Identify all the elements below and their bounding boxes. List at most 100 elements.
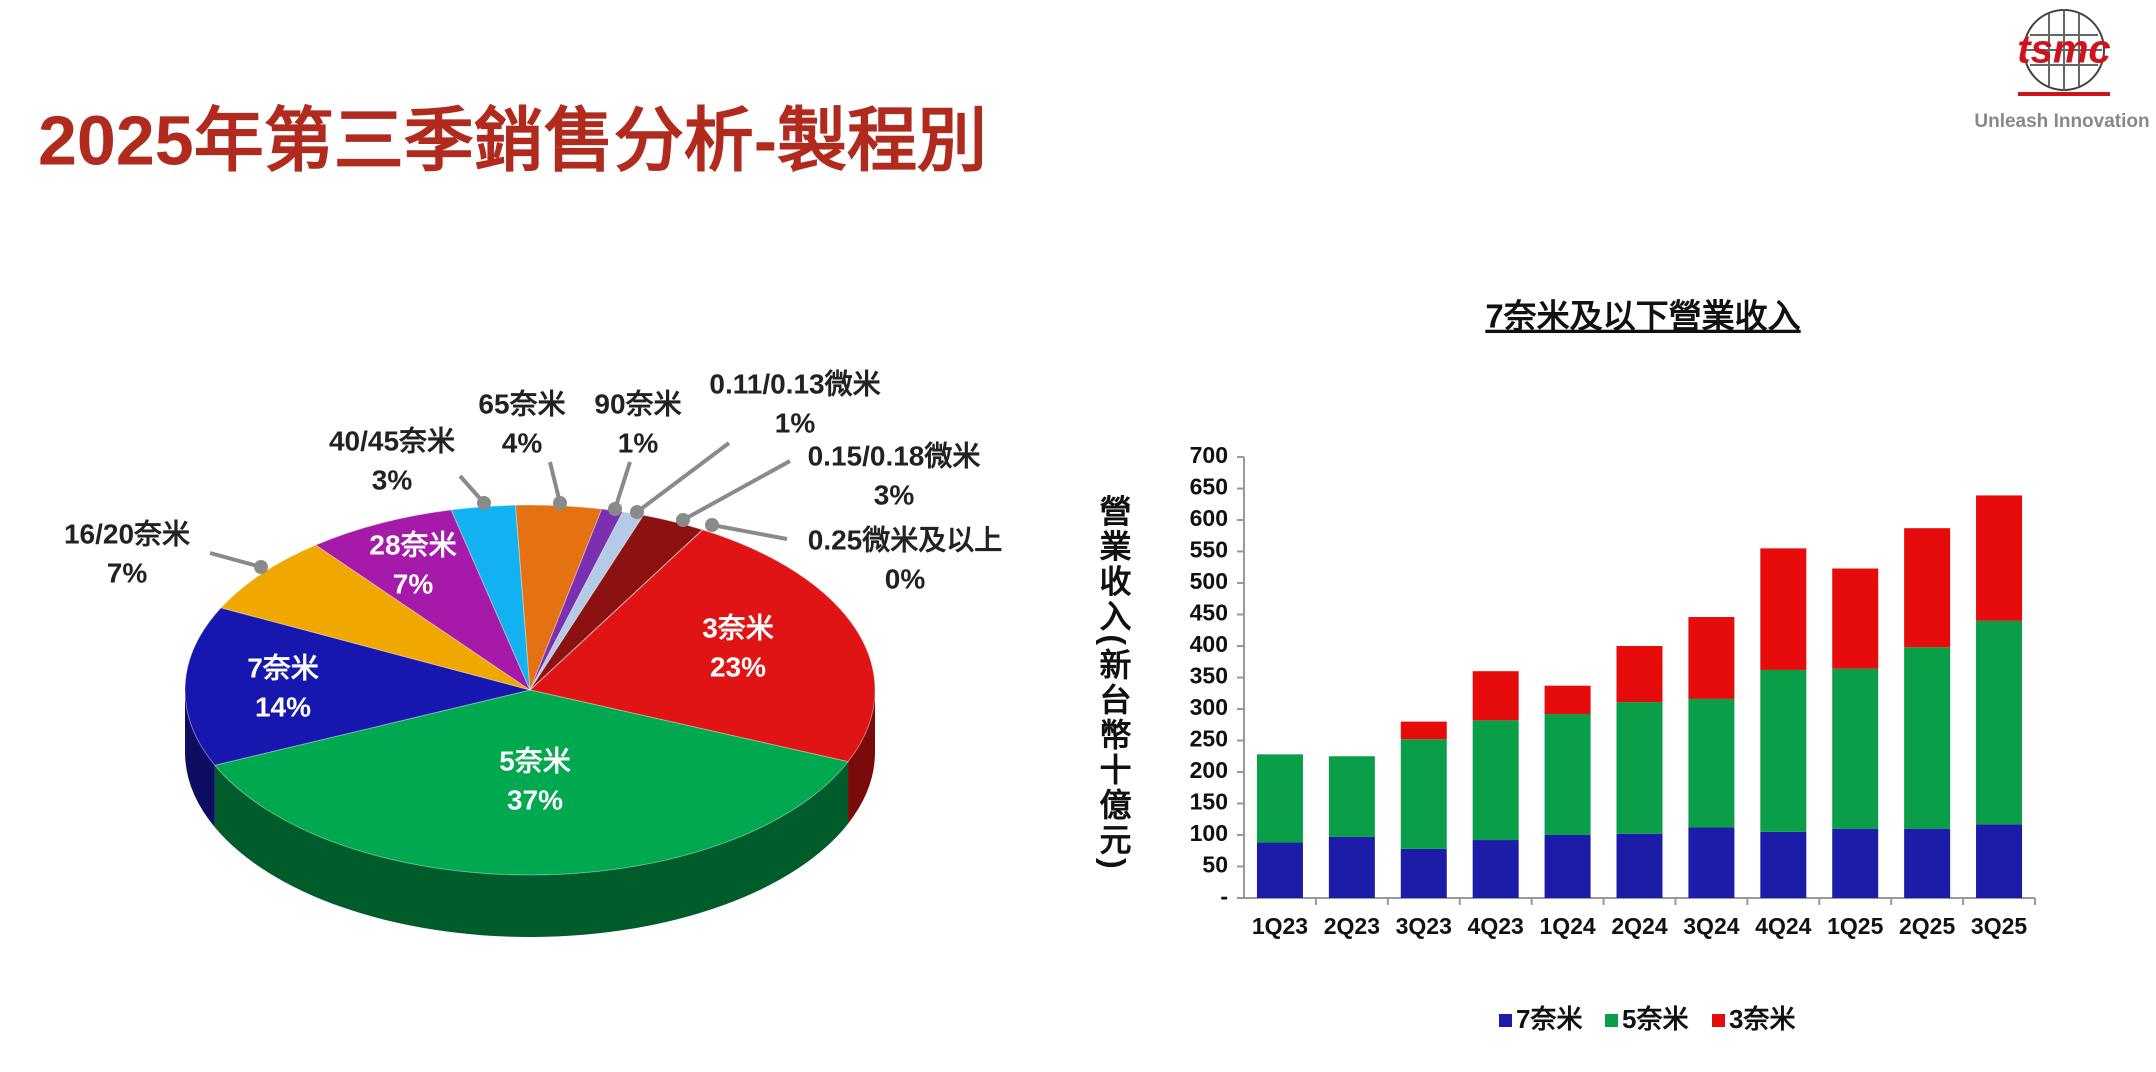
slice-label: 0.11/0.13微米	[709, 368, 880, 399]
slice-label: 7奈米	[247, 652, 319, 683]
slice-label: 16/20奈米	[64, 518, 190, 549]
logo-tagline: Unleash Innovation	[1974, 111, 2149, 132]
y-tick-label: 50	[1202, 852, 1228, 878]
slice-value-label: 37%	[507, 784, 563, 815]
bar-segment	[1472, 671, 1519, 721]
logo-grid	[2026, 10, 2102, 90]
x-tick-label: 4Q23	[1468, 913, 1524, 939]
x-tick-label: 3Q23	[1396, 913, 1452, 939]
legend-swatch	[1712, 1014, 1725, 1027]
bar-segment	[1832, 568, 1879, 669]
y-tick-label: 350	[1190, 663, 1228, 689]
bar-segment	[1976, 620, 2023, 825]
pie-chart: 3奈米 23% 5奈米 37% 7奈米 14% 16/20奈米 7% 28奈米 7% 40/45奈米…	[64, 368, 1003, 938]
bar-segment	[1832, 668, 1879, 829]
x-tick-label: 3Q25	[1971, 913, 2027, 939]
bar-segment	[1472, 720, 1519, 841]
y-axis-label: 營業收入(新台幣十億元)	[1096, 494, 1132, 871]
legend-label: 5奈米	[1622, 1004, 1688, 1034]
leader-line	[548, 461, 562, 504]
leader-dot	[630, 505, 644, 519]
bar-segment	[1616, 646, 1663, 703]
pie-side	[185, 690, 215, 828]
y-tick-label: 600	[1190, 505, 1228, 531]
bar-segment	[1832, 828, 1879, 898]
leader-line	[613, 461, 632, 510]
bar-segment	[1688, 698, 1735, 828]
bar-segment	[1976, 495, 2023, 621]
bar-segment	[1400, 739, 1447, 849]
x-tick-label: 1Q23	[1252, 913, 1308, 939]
x-tick-label: 2Q25	[1899, 913, 1955, 939]
x-tick-label: 4Q24	[1755, 913, 1811, 939]
y-tick-label: -	[1220, 883, 1228, 909]
bar-segment	[1760, 669, 1807, 832]
logo-text: tsmc	[2017, 28, 2110, 72]
legend-swatch	[1499, 1014, 1512, 1027]
bar-segment	[1256, 842, 1303, 898]
bar-segment	[1328, 836, 1375, 898]
slice-value-label: 3%	[372, 464, 413, 495]
slide-title: 2025年第三季銷售分析-製程別	[38, 101, 987, 179]
bar-segment	[1616, 833, 1663, 898]
bar-segment	[1688, 617, 1735, 699]
pie-slice	[184, 607, 531, 766]
legend-swatch	[1605, 1014, 1618, 1027]
slice-value-label: 7%	[107, 557, 148, 588]
x-tick-label: 1Q25	[1827, 913, 1883, 939]
leader-line	[682, 459, 791, 522]
y-tick-label: 550	[1190, 537, 1228, 563]
bar-segment	[1688, 827, 1735, 898]
x-tick-label: 2Q24	[1611, 913, 1667, 939]
bar-segment	[1760, 831, 1807, 898]
x-tick-label: 3Q24	[1683, 913, 1739, 939]
y-tick-label: 400	[1190, 631, 1228, 657]
y-tick-label: 650	[1190, 474, 1228, 500]
pie-side	[848, 690, 875, 824]
slice-value-label: 7%	[393, 568, 434, 599]
y-tick-label: 500	[1190, 568, 1228, 594]
bar-segment	[1616, 702, 1663, 834]
slice-value-label: 23%	[710, 651, 766, 682]
slice-value-label: 14%	[255, 691, 311, 722]
y-tick-label: 200	[1190, 757, 1228, 783]
bar-segment	[1400, 848, 1447, 898]
slice-value-label: 1%	[618, 427, 659, 458]
slice-value-label: 0%	[885, 563, 926, 594]
leader-dot	[705, 518, 719, 532]
bar-segment	[1328, 756, 1375, 837]
bar-segment	[1904, 528, 1951, 648]
slice-label: 0.25微米及以上	[808, 524, 1003, 555]
bar-segment	[1544, 714, 1591, 835]
bar-segment	[1904, 828, 1951, 898]
y-tick-label: 250	[1190, 726, 1228, 752]
leader-dot	[676, 513, 690, 527]
leader-dot	[477, 496, 491, 510]
chart-title: 7奈米及以下營業收入	[1485, 298, 1800, 335]
bar-segment	[1472, 840, 1519, 898]
y-tick-label: 700	[1190, 442, 1228, 468]
leader-dot	[553, 496, 567, 510]
bar-segment	[1400, 721, 1447, 740]
x-tick-label: 2Q23	[1324, 913, 1380, 939]
bar-segment	[1544, 685, 1591, 715]
x-tick-label: 1Q24	[1539, 913, 1595, 939]
pie-slice	[529, 514, 704, 691]
slice-value-label: 3%	[874, 479, 915, 510]
legend-label: 3奈米	[1729, 1004, 1795, 1034]
y-tick-label: 150	[1190, 789, 1228, 815]
slice-label: 65奈米	[478, 388, 565, 419]
pie-slice	[213, 689, 849, 876]
y-tick-label: 450	[1190, 600, 1228, 626]
slice-label: 40/45奈米	[329, 425, 455, 456]
bar-segment	[1904, 647, 1951, 829]
slice-label: 5奈米	[499, 745, 571, 776]
bar-segment	[1976, 824, 2023, 898]
y-tick-label: 100	[1190, 820, 1228, 846]
slice-value-label: 4%	[502, 427, 543, 458]
slice-label: 0.15/0.18微米	[808, 440, 981, 471]
leader-dot	[608, 502, 622, 516]
pie-slice	[528, 529, 876, 763]
